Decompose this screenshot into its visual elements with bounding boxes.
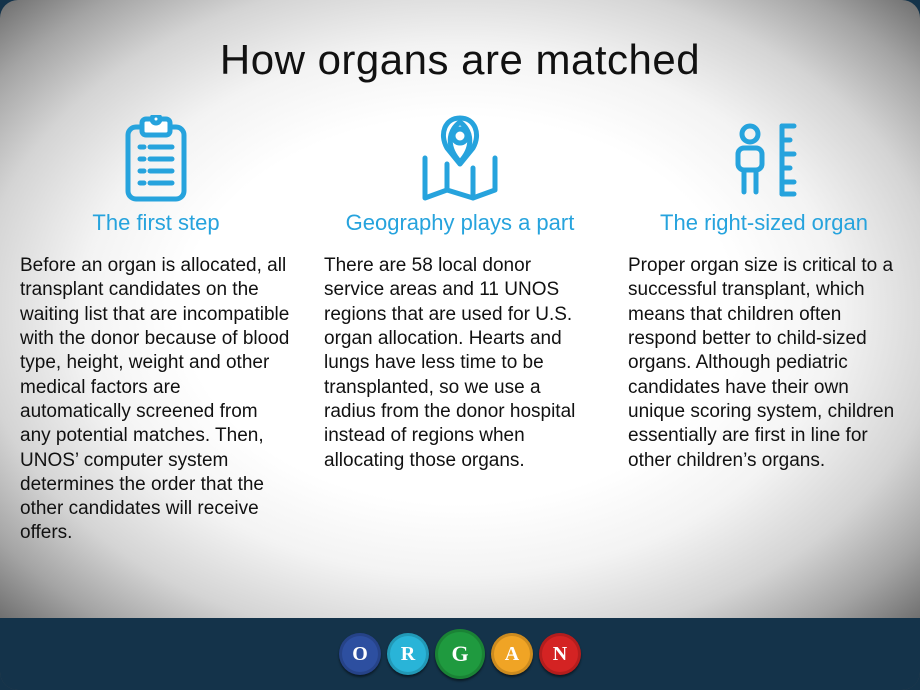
footer-coin-r: R [387,633,429,675]
clipboard-list-icon [18,110,294,210]
page-title: How organs are matched [0,36,920,84]
column-body: There are 58 local donor service areas a… [322,254,598,473]
column-body: Proper organ size is critical to a succe… [626,254,902,473]
footer-coin-g: G [435,629,485,679]
person-ruler-icon [626,110,902,210]
column-subtitle: The right-sized organ [626,210,902,236]
column-subtitle: Geography plays a part [322,210,598,236]
slide: How organs are matched The [0,0,920,690]
column-subtitle: The first step [18,210,294,236]
columns-row: The first step Before an organ is alloca… [18,110,902,546]
footer-coin-o: O [339,633,381,675]
footer-coin-n: N [539,633,581,675]
footer-bar: ORGAN [0,618,920,690]
map-pin-icon [322,110,598,210]
column-body: Before an organ is allocated, all transp… [18,254,294,546]
column-geography: Geography plays a part There are 58 loca… [322,110,598,546]
footer-coin-a: A [491,633,533,675]
column-first-step: The first step Before an organ is alloca… [18,110,294,546]
column-right-size: The right-sized organ Proper organ size … [626,110,902,546]
